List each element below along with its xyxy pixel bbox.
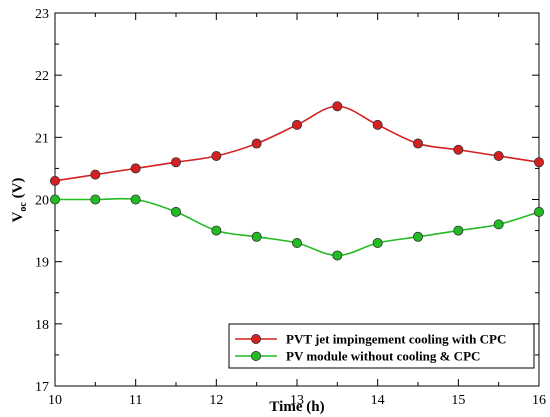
y-axis-title-main: V [10,211,26,222]
series-0-point-6 [291,119,302,130]
series-0-point-4 [211,150,222,161]
y-tick-label-2: 19 [35,256,49,271]
series-0-point-12 [534,157,545,168]
legend: PVT jet impingement cooling with CPC PV … [228,323,535,369]
series-0-point-1 [90,169,101,180]
series-0-point-10 [453,144,464,155]
series-1-point-4 [211,225,222,236]
y-axis-title: Voc (V) [10,178,29,223]
x-tick-label-5: 15 [451,393,465,408]
x-tick-label-1: 11 [129,393,142,408]
y-tick-label-4: 21 [35,131,49,146]
series-1-point-7 [332,250,343,261]
x-axis-title: Time (h) [269,399,324,415]
series-1-point-5 [251,231,262,242]
series-0-point-2 [130,163,141,174]
x-tick-label-4: 14 [371,393,385,408]
legend-marker-0 [250,333,261,344]
x-tick-label-0: 10 [48,393,62,408]
series-layer [50,101,545,261]
y-tick-label-5: 22 [35,69,49,84]
series-1-point-12 [534,206,545,217]
series-0-point-9 [412,138,423,149]
axis-ticks: 10 11 12 13 14 15 16 17 18 19 20 21 22 23 [35,7,546,408]
series-1-point-6 [291,238,302,249]
legend-label-0: PVT jet impingement cooling with CPC [286,332,506,347]
series-0-point-8 [372,119,383,130]
y-axis-title-unit: (V) [10,178,26,203]
series-1-point-2 [130,194,141,205]
series-1-point-10 [453,225,464,236]
y-tick-label-1: 18 [35,318,49,333]
series-0-point-0 [50,175,61,186]
series-1-point-8 [372,238,383,249]
y-tick-label-3: 20 [35,194,49,209]
y-tick-label-6: 23 [35,7,49,22]
series-0-point-11 [493,150,504,161]
y-axis-title-sub: oc [18,202,29,212]
series-0-point-5 [251,138,262,149]
legend-box [228,323,535,369]
x-tick-label-2: 12 [209,393,223,408]
series-0-point-3 [170,157,181,168]
y-tick-label-0: 17 [35,380,49,395]
legend-label-1: PV module without cooling & CPC [286,349,480,364]
series-0-point-7 [332,101,343,112]
series-1-point-3 [170,206,181,217]
x-tick-label-6: 16 [532,393,546,408]
series-line-0 [54,105,540,182]
x-tick-label-3: 13 [290,393,304,408]
series-1-point-0 [50,194,61,205]
series-1-point-11 [493,219,504,230]
series-1-point-1 [90,194,101,205]
legend-marker-1 [250,350,261,361]
series-1-point-9 [412,231,423,242]
